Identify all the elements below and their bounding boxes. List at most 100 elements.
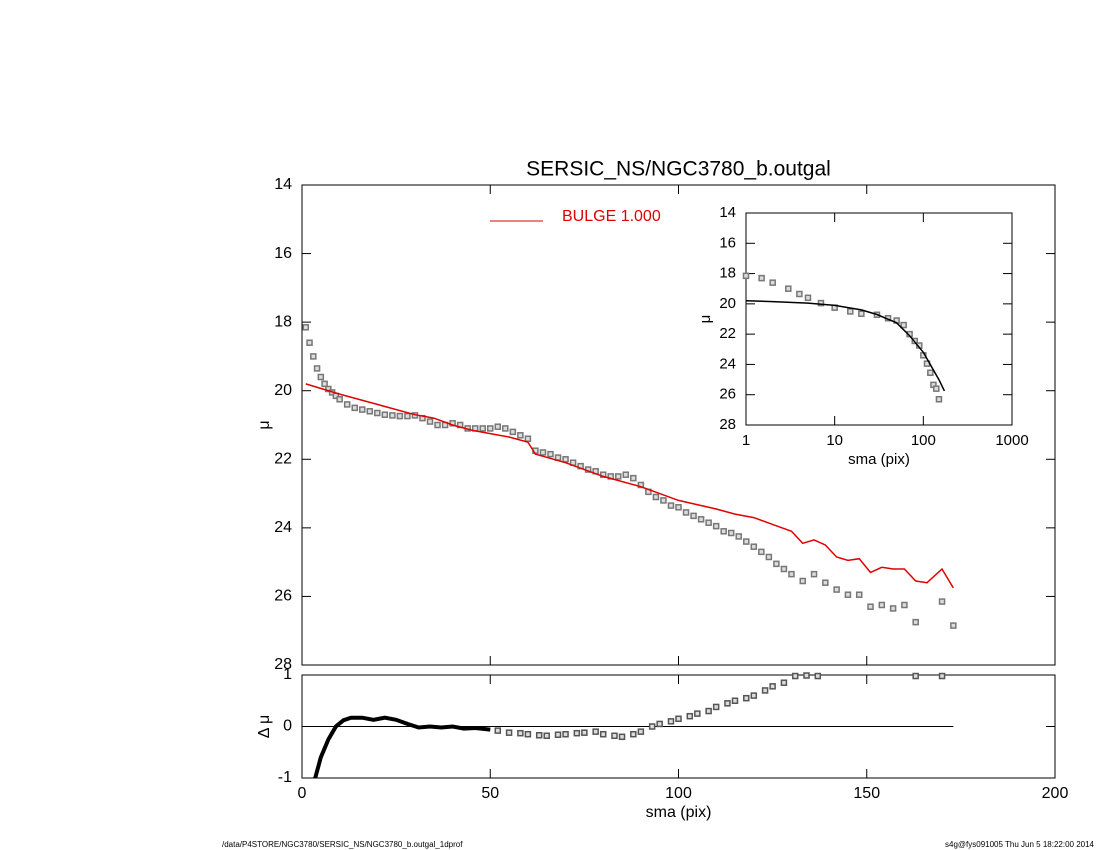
y-tick-label: 26: [274, 588, 292, 605]
y-tick-label: 1: [283, 666, 292, 683]
data-point: [396, 412, 404, 420]
data-point: [791, 672, 799, 680]
data-point: [743, 694, 750, 702]
y-tick-label: 14: [274, 176, 292, 193]
y-tick-label: 20: [274, 382, 292, 399]
data-point: [750, 543, 758, 550]
data-point: [622, 471, 630, 478]
x-tick-label: 200: [1042, 785, 1069, 802]
data-point: [389, 412, 396, 419]
data-point: [502, 425, 509, 432]
x-tick-label: 10: [826, 432, 843, 449]
data-point: [358, 406, 366, 413]
data-point: [306, 339, 313, 346]
data-point: [950, 622, 957, 629]
data-point: [325, 385, 332, 393]
data-point: [855, 591, 863, 598]
data-point: [374, 409, 381, 417]
data-point: [889, 605, 897, 612]
y-tick-label: 26: [719, 386, 736, 403]
y-axis-label: Δ μ: [256, 715, 273, 738]
data-line: [313, 715, 491, 779]
plot-frame: [745, 212, 1013, 426]
chart-title: SERSIC_NS/NGC3780_b.outgal: [526, 158, 831, 181]
y-tick-label: 22: [274, 451, 292, 468]
data-point: [656, 720, 663, 728]
data-point: [810, 570, 818, 578]
data-point: [592, 728, 599, 735]
data-point: [705, 519, 712, 526]
data-point: [814, 672, 822, 680]
data-point: [562, 730, 569, 738]
data-point: [637, 728, 645, 735]
x-axis-label: sma (pix): [646, 804, 712, 821]
data-point: [705, 707, 712, 715]
data-point: [822, 579, 829, 586]
data-point: [690, 512, 697, 520]
data-point: [648, 723, 656, 730]
y-tick-label: 22: [719, 325, 736, 342]
data-point: [769, 683, 776, 690]
data-point: [720, 528, 727, 535]
data-point: [660, 497, 667, 504]
data-point: [599, 730, 607, 738]
x-tick-label: 100: [665, 785, 692, 802]
data-point: [780, 565, 788, 573]
data-point: [321, 380, 328, 388]
footer-right: s4g@fys091005 Thu Jun 5 18:22:00 2014: [945, 840, 1095, 849]
data-point: [611, 732, 618, 740]
data-point: [517, 432, 524, 439]
data-point: [817, 299, 825, 307]
data-point: [366, 408, 374, 415]
data-point: [727, 529, 735, 537]
data-point: [765, 553, 773, 561]
legend-label: BULGE 1.000: [562, 208, 661, 225]
data-point: [788, 570, 795, 578]
data-point: [505, 729, 513, 736]
data-point: [773, 560, 780, 568]
data-point: [694, 710, 701, 717]
data-point: [404, 412, 411, 420]
data-point: [758, 274, 765, 282]
data-point: [938, 672, 946, 680]
data-point: [867, 603, 874, 610]
data-point: [675, 715, 682, 723]
data-point: [535, 732, 543, 739]
data-point: [912, 672, 919, 680]
x-axis-label: sma (pix): [848, 451, 910, 468]
x-tick-label: 100: [911, 432, 936, 449]
x-tick-label: 150: [853, 785, 880, 802]
data-point: [637, 481, 645, 489]
data-point: [844, 591, 852, 598]
data-point: [731, 697, 739, 704]
data-point: [630, 474, 637, 482]
data-point: [938, 598, 946, 605]
data-point: [336, 396, 343, 403]
data-point: [743, 538, 750, 545]
y-tick-label: 0: [283, 718, 292, 735]
data-point: [547, 450, 554, 458]
y-tick-label: -1: [278, 769, 292, 786]
y-tick-label: 16: [719, 234, 736, 251]
data-point: [317, 373, 325, 381]
data-point: [543, 732, 550, 740]
data-point: [434, 421, 441, 429]
x-tick-label: 0: [298, 785, 307, 802]
x-tick-label: 50: [481, 785, 499, 802]
data-point: [724, 700, 731, 707]
data-point: [524, 730, 532, 738]
data-point: [618, 733, 626, 741]
data-point: [581, 729, 588, 736]
data-line: [745, 300, 946, 392]
data-point: [833, 586, 840, 593]
y-tick-label: 24: [719, 355, 736, 372]
data-line: [305, 383, 954, 589]
data-point: [343, 401, 351, 408]
data-point: [697, 516, 705, 523]
data-point: [796, 290, 803, 298]
data-point: [667, 718, 675, 725]
data-point: [652, 493, 660, 501]
footer-left: /data/P4STORE/NGC3780/SERSIC_NS/NGC3780_…: [222, 840, 463, 849]
data-point: [426, 418, 434, 425]
